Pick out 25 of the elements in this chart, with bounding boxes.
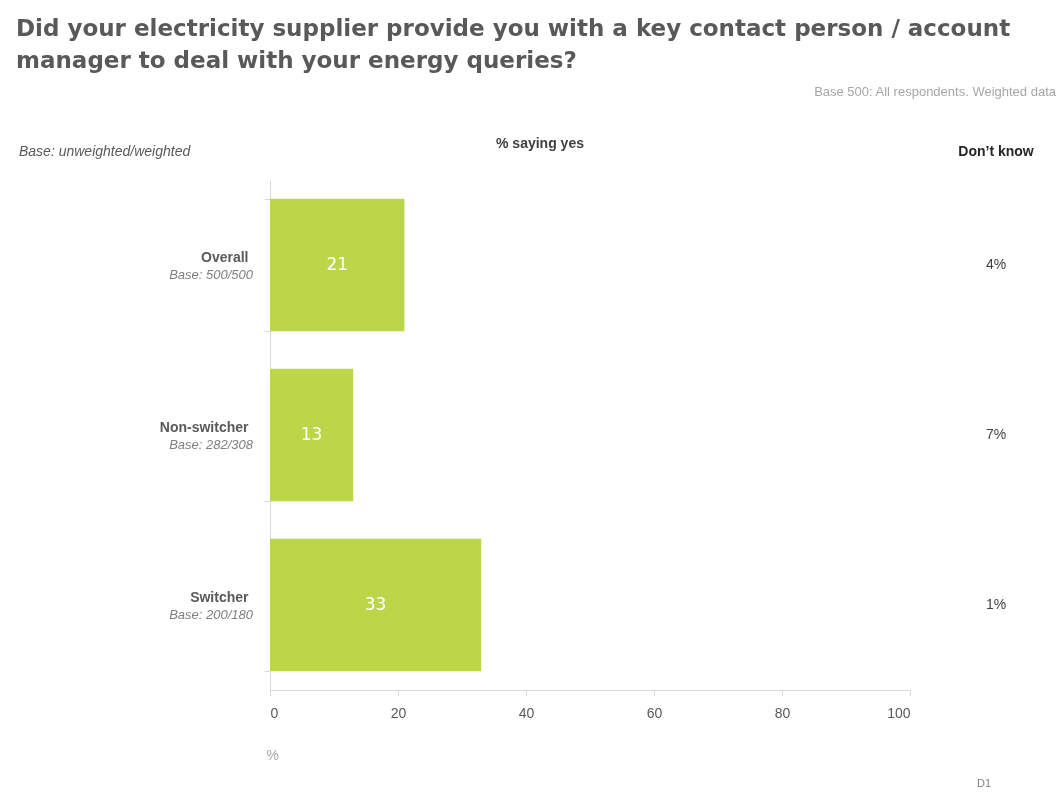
data-label: 13 [300, 424, 323, 444]
text: 4% [985, 256, 1007, 272]
y-tick-label: Overall [201, 248, 249, 265]
text: Base: unweighted/weighted [19, 143, 192, 159]
x-axis-title: % [266, 746, 279, 763]
x-tick-label: 80 [774, 704, 791, 721]
y-tick-label: Non-switcher [159, 418, 250, 435]
text: Base: 282/308 [169, 437, 254, 452]
x-tick-label: 60 [646, 704, 663, 721]
text: 7% [985, 426, 1007, 442]
text: Base: 500/500 [169, 267, 254, 282]
text: 1% [985, 596, 1007, 612]
x-tick-label: 20 [390, 704, 407, 721]
text: % saying yes [496, 135, 585, 151]
x-tick-label: 40 [518, 704, 535, 721]
data-label: 33 [364, 594, 387, 614]
chart-title: Did your electricity supplier provide you with a key contact person / account manager to deal with your energy queries? [16, 15, 1011, 73]
x-tick-label: 100 [887, 704, 911, 721]
y-tick-label: Switcher [190, 588, 250, 605]
data-label: 21 [326, 254, 349, 274]
text: Base 500: All respondents. Weighted data [814, 84, 1057, 99]
x-tick-label: 0 [270, 704, 279, 721]
text: Base: 200/180 [169, 607, 254, 622]
text: Don’t know [958, 143, 1034, 159]
text: D1 [976, 777, 992, 789]
